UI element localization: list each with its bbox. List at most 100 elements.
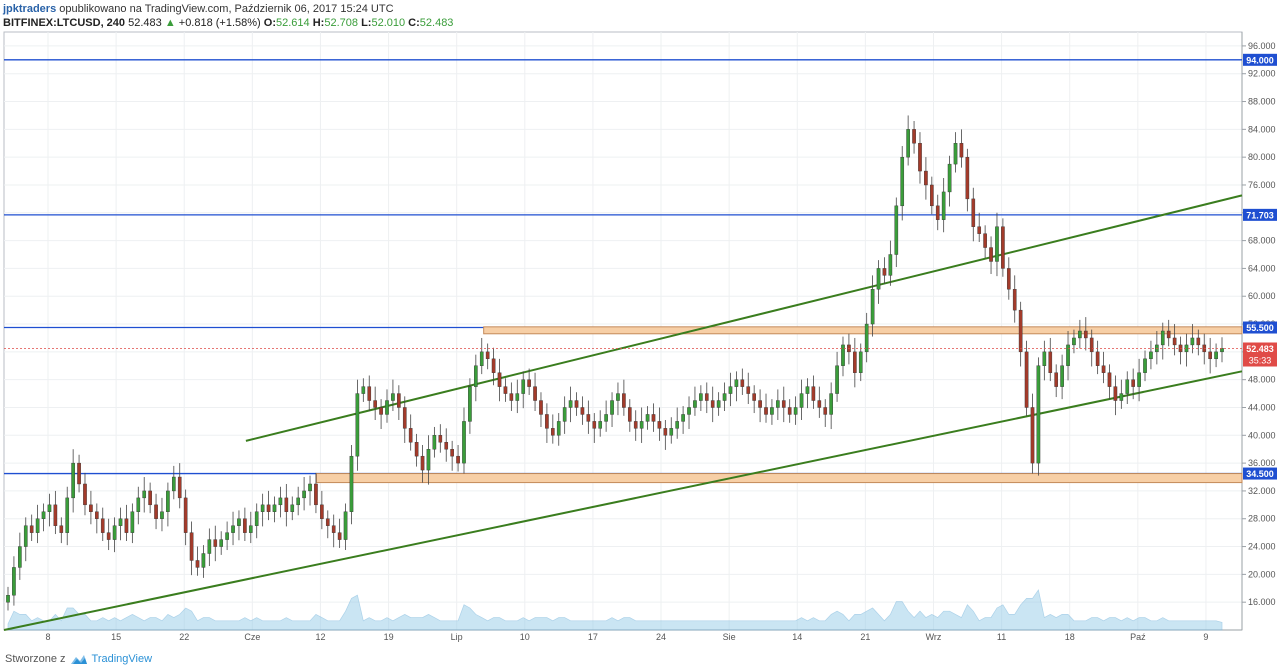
price-change: +0.818 (+1.58%) (178, 17, 261, 29)
candle-body (776, 400, 780, 408)
y-tick-label: 76.000 (1248, 180, 1276, 190)
candle-body (1042, 351, 1047, 366)
candle-body (77, 462, 81, 485)
candle-body (391, 393, 395, 401)
candle-body (414, 442, 419, 457)
candle-body (947, 163, 952, 193)
y-tick-label: 92.000 (1248, 69, 1276, 79)
candle-countdown-label: 35:33 (1249, 356, 1272, 366)
candle-body (894, 205, 899, 255)
candle-body (260, 504, 265, 512)
created-with-label: Stworzone z (5, 653, 66, 665)
price-chart[interactable]: 96.00092.00088.00084.00080.00076.00072.0… (0, 0, 1280, 651)
candle-body (728, 386, 733, 394)
candle-body (1095, 351, 1100, 366)
candle-body (805, 386, 810, 394)
y-tick-label: 96.000 (1248, 41, 1276, 51)
candle-body (47, 504, 52, 512)
y-tick-label: 24.000 (1248, 542, 1276, 552)
channel-line-lower[interactable] (3, 370, 1243, 631)
candle-body (397, 393, 401, 408)
candle-body (331, 525, 336, 533)
channel-line-upper[interactable] (245, 194, 1243, 442)
candle-body (106, 532, 111, 540)
candle-body (100, 518, 105, 533)
candle-body (367, 386, 372, 401)
candle-body (592, 421, 597, 429)
y-tick-label: 20.000 (1248, 569, 1276, 579)
candle-body (716, 400, 721, 408)
candle-body (1172, 337, 1177, 346)
candle-body (219, 539, 224, 547)
level-price-label: 55.500 (1246, 323, 1274, 333)
candle-body (1066, 344, 1070, 366)
x-tick-label: Wrz (926, 632, 942, 642)
x-tick-label: 18 (1065, 632, 1075, 642)
change-arrow-icon: ▲ (164, 17, 176, 29)
footer: Stworzone z TradingView (5, 651, 152, 667)
candle-body (941, 191, 946, 220)
candles (6, 115, 1224, 611)
candle-body (870, 289, 875, 325)
candle-body (693, 400, 697, 408)
candle-body (71, 462, 75, 499)
x-tick-label: Sie (723, 632, 736, 642)
candle-body (29, 525, 34, 533)
level-price-tag (1243, 467, 1277, 480)
candle-body (272, 504, 277, 512)
tradingview-brand-link[interactable]: TradingView (91, 653, 153, 665)
candle-body (1083, 330, 1088, 339)
x-tick-label: Cze (244, 632, 260, 642)
candle-body (379, 407, 383, 415)
candle-body (669, 428, 674, 436)
candle-body (930, 184, 934, 207)
candle-body (622, 393, 626, 408)
candle-body (1078, 330, 1082, 339)
candle-body (699, 393, 703, 401)
candle-body (758, 400, 762, 408)
support-resistance-zone[interactable] (483, 326, 1243, 335)
low-value: 52.010 (371, 17, 406, 29)
candle-body (1006, 268, 1011, 290)
candle-body (325, 518, 330, 526)
author-link[interactable]: jpktraders (3, 3, 57, 15)
candle-body (118, 518, 123, 526)
candle-body (314, 483, 318, 506)
support-resistance-zone[interactable] (315, 473, 1243, 484)
y-tick-label: 80.000 (1248, 152, 1276, 162)
candle-body (1137, 372, 1141, 387)
candle-body (225, 532, 229, 540)
candle-body (959, 143, 964, 158)
candle-body (527, 379, 531, 387)
candle-body (1119, 393, 1124, 401)
candle-body (1149, 351, 1153, 360)
candle-body (426, 449, 431, 471)
candle-body (474, 365, 478, 387)
candle-body (1166, 330, 1171, 339)
y-tick-label: 48.000 (1248, 375, 1276, 385)
level-price-label: 94.000 (1246, 55, 1274, 65)
candle-body (586, 414, 591, 422)
candle-body (971, 198, 976, 227)
candle-body (248, 525, 253, 533)
candle-body (906, 129, 910, 158)
candle-body (781, 400, 786, 408)
candle-body (882, 268, 887, 276)
candle-body (1001, 226, 1005, 269)
y-tick-label: 32.000 (1248, 486, 1276, 496)
candle-body (254, 511, 259, 526)
candle-body (201, 553, 206, 568)
y-tick-label: 68.000 (1248, 236, 1276, 246)
candle-body (1048, 351, 1053, 373)
y-tick-label: 44.000 (1248, 402, 1276, 412)
candle-body (41, 511, 46, 519)
candle-body (456, 455, 460, 464)
candle-body (177, 476, 182, 499)
candle-body (1018, 309, 1023, 353)
candle-body (509, 393, 514, 401)
candle-body (1214, 351, 1218, 360)
candle-body (497, 372, 502, 387)
candle-body (823, 407, 828, 415)
candle-body (835, 365, 839, 394)
candle-body (888, 254, 893, 276)
